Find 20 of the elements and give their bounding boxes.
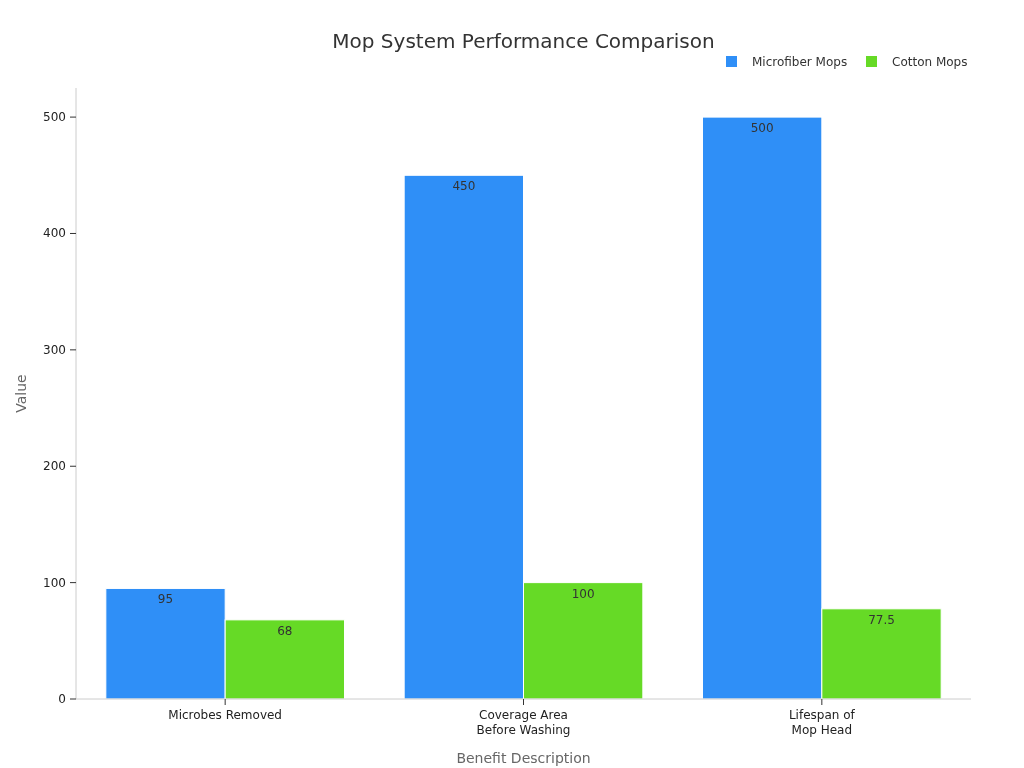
y-tick-label: 0 bbox=[58, 692, 66, 706]
y-tick-label: 400 bbox=[43, 226, 66, 241]
x-axis-title: Benefit Description bbox=[456, 750, 591, 766]
data-label: 68 bbox=[277, 623, 293, 638]
data-label: 100 bbox=[571, 586, 595, 601]
chart-title: Mop System Performance Comparison bbox=[332, 29, 715, 53]
data-label: 450 bbox=[452, 179, 476, 194]
legend-label: Cotton Mops bbox=[892, 55, 968, 69]
x-tick-label: Lifespan of Mop Head bbox=[788, 708, 856, 737]
x-tick-label: Microbes Removed bbox=[168, 708, 283, 722]
y-tick-label: 300 bbox=[43, 342, 66, 357]
data-label: 77.5 bbox=[868, 612, 895, 627]
legend-label: Microfiber Mops bbox=[752, 55, 848, 69]
data-label: 500 bbox=[750, 121, 774, 136]
data-label: 95 bbox=[157, 592, 174, 607]
y-axis-title: Value bbox=[13, 374, 29, 413]
y-tick-label: 100 bbox=[43, 575, 66, 590]
x-tick-label: Coverage Area Before Washing bbox=[476, 708, 571, 737]
y-tick-label: 200 bbox=[43, 459, 66, 474]
y-tick-label: 500 bbox=[43, 110, 66, 125]
